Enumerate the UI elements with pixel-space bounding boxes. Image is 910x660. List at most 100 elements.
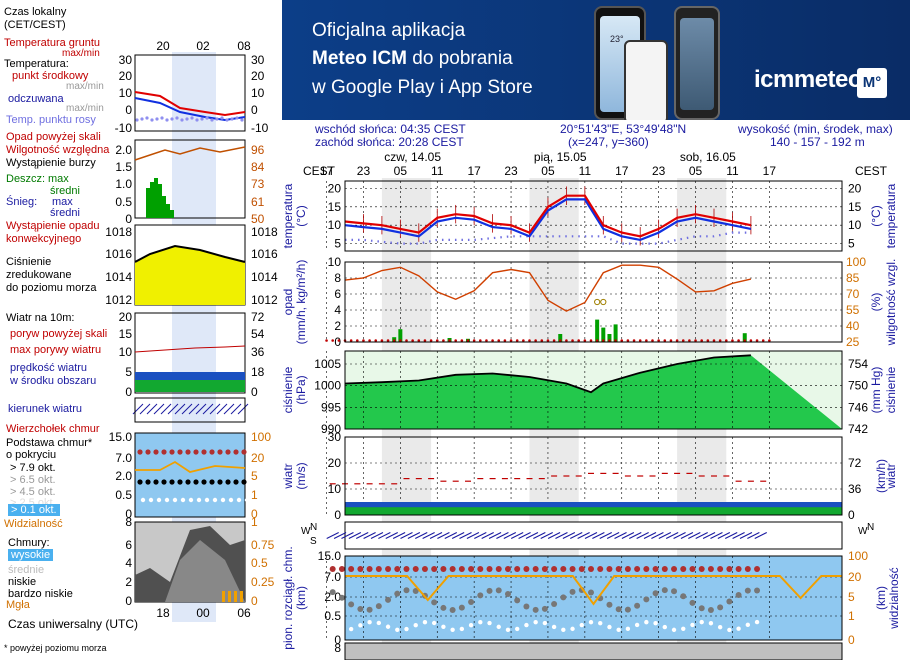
legend-precip-bar — [150, 182, 154, 218]
compass-w: W — [301, 526, 311, 537]
cloud-base-dot-light — [431, 620, 437, 626]
convective-dot — [552, 339, 556, 342]
legend-precip-box-tick-left: 0 — [125, 212, 132, 226]
convective-dot — [595, 339, 599, 342]
wind-arrow — [562, 532, 576, 539]
cloud-base-dot-light — [699, 619, 704, 625]
legend-high: wysokie — [8, 549, 54, 561]
convective-dot — [349, 339, 353, 342]
convective-dot — [479, 339, 482, 342]
legend-cloud-top-dot — [185, 449, 191, 455]
wind-arrow — [466, 532, 480, 539]
cloud-base-dot — [634, 602, 641, 609]
legend-cloud-base-dot — [193, 479, 199, 485]
temp-unit: (°C) — [294, 205, 308, 226]
legend-cloud-base-dot — [185, 479, 191, 485]
wind-arrow — [643, 532, 657, 539]
pressure-unit-r: (mm Hg) — [869, 367, 883, 414]
cloud-top-dot — [458, 566, 465, 572]
legend-clouds: Chmury: — [8, 537, 50, 549]
legend-time-top: 08 — [237, 39, 251, 53]
legend-wind-arrow — [188, 403, 200, 415]
temp-tick-right: 10 — [848, 218, 862, 232]
legend-dew-dot — [135, 118, 139, 122]
apparent-temp-line — [344, 198, 752, 242]
pressure-tick-right: 754 — [848, 357, 868, 371]
cloud-top-dot — [661, 566, 668, 572]
wind-arrow — [378, 532, 391, 539]
cloud-base-dot — [735, 591, 742, 598]
cloud-top-dot — [551, 566, 558, 572]
app-banner[interactable]: Oficjalna aplikacja Meteo ICM do pobrani… — [282, 0, 910, 120]
cloud-base-dot-light — [478, 619, 483, 625]
legend-temp-box-tick-left: 30 — [119, 53, 133, 67]
legend-dew-dot — [155, 117, 159, 121]
wind-arrow — [510, 532, 524, 539]
cloud-base-dot-light — [708, 621, 714, 626]
wind-arrow — [503, 532, 517, 539]
legend-pressure-box-tick-right: 1012 — [251, 293, 278, 307]
humidity-line — [344, 264, 752, 312]
cloud-top-dot — [726, 566, 733, 572]
precip-tick-left: 6 — [334, 287, 341, 301]
convective-dot — [657, 339, 660, 342]
cloud-base-dot-light — [330, 624, 335, 629]
wind-arrow — [584, 532, 598, 539]
legend-wind-10m: Wiatr na 10m: — [6, 312, 75, 324]
legend-dew-dot — [205, 116, 209, 120]
legend-cover-mid — [165, 540, 245, 602]
wind-arrow — [533, 532, 546, 539]
legend-cloud-base-dot — [161, 479, 167, 485]
legend-pressure-1: Ciśnienie — [6, 256, 52, 268]
convective-dot — [417, 339, 421, 342]
legend-cloud-box-tick-right: 1 — [251, 488, 258, 502]
cloud-tick-left: 15.0 — [318, 549, 342, 563]
phone-mockup-2 — [624, 40, 668, 120]
wind-dir-panel — [344, 521, 843, 550]
legend-cover-box-tick-right: 1 — [251, 515, 258, 529]
cloud-top-dot — [680, 566, 687, 572]
precip-ylabel: opad — [281, 289, 295, 316]
convective-dot — [429, 339, 433, 342]
legend-wind-box-tick-left: 5 — [125, 365, 132, 379]
legend-cloud-base-dot — [153, 479, 159, 485]
cloud-base-dot — [532, 606, 539, 613]
legend-temp-box-tick-right: 30 — [251, 53, 265, 67]
wind-arrow — [621, 532, 635, 539]
legend-dew-dot — [200, 117, 204, 121]
humidity-tick-right: 55 — [846, 303, 860, 317]
cloud-base-dot — [385, 596, 392, 603]
compass-n-r: N — [867, 522, 874, 533]
cloud-top-dot — [412, 566, 419, 572]
wind-arrow — [370, 532, 384, 539]
legend-cloud-base-dot — [169, 479, 175, 485]
convective-dot — [509, 339, 513, 342]
cloud-top-dot — [698, 566, 705, 572]
cloud-top-dot — [615, 566, 622, 572]
cloud-base-dot — [412, 588, 419, 595]
wind-arrow — [754, 532, 767, 539]
cloud-top-dot — [744, 566, 751, 572]
wind-tick-left: 0 — [334, 508, 341, 522]
hour-label: 17 — [320, 164, 334, 178]
legend-storm: Wystąpienie burzy — [6, 157, 96, 169]
temp-tick-right: 5 — [848, 237, 855, 251]
legend-gusts-above: poryw powyżej skali — [10, 328, 108, 340]
wind-arrow — [747, 532, 760, 539]
pressure-area — [345, 355, 842, 429]
cloud-base-dot-light — [634, 622, 640, 628]
phone-mockup-3 — [674, 6, 720, 120]
temp-line — [344, 194, 752, 238]
banner-line1: Oficjalna aplikacja — [312, 20, 466, 41]
legend-okt-79: > 7.9 okt. — [10, 462, 56, 474]
convective-dot — [626, 339, 630, 342]
precip-tick-left: 8 — [334, 271, 341, 285]
legend-cloud-base-dot — [209, 479, 215, 485]
legend-wind-arrow — [181, 403, 193, 415]
cloud-base-dot-light — [570, 626, 575, 632]
wind-arrow — [415, 532, 428, 539]
wind-arrow — [496, 532, 509, 539]
pressure-tick-left: 990 — [321, 422, 341, 436]
cloud-base-dot-light — [625, 626, 631, 632]
wind-arrow — [673, 532, 686, 539]
